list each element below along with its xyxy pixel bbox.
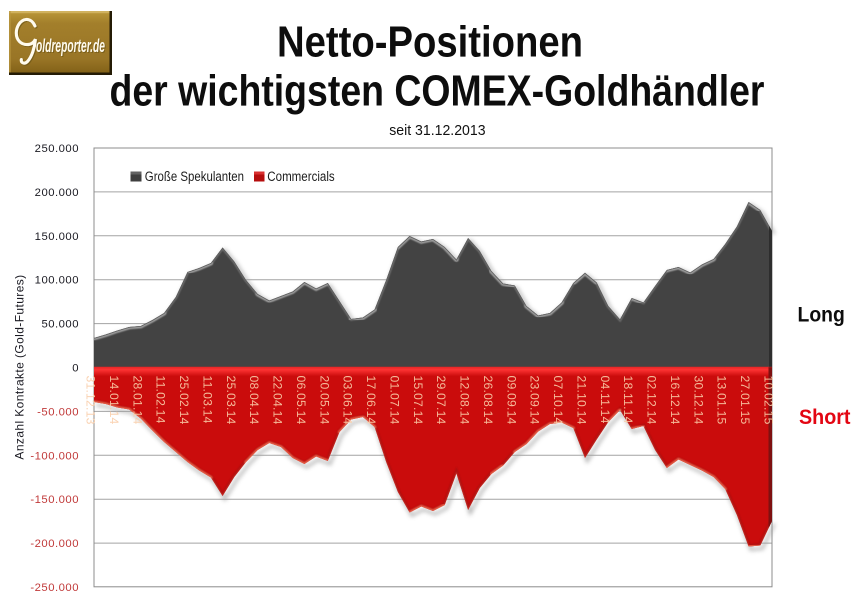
- svg-text:Short: Short: [799, 405, 851, 429]
- svg-text:200.000: 200.000: [35, 187, 79, 199]
- svg-text:100.000: 100.000: [35, 275, 79, 287]
- svg-text:Long: Long: [798, 303, 845, 327]
- svg-text:25.03.14: 25.03.14: [224, 376, 238, 425]
- svg-text:11.03.14: 11.03.14: [200, 376, 214, 424]
- svg-text:15.07.14: 15.07.14: [411, 376, 425, 425]
- svg-text:13.01.15: 13.01.15: [715, 376, 729, 425]
- svg-text:der wichtigsten COMEX-Goldhänd: der wichtigsten COMEX-Goldhändler: [110, 67, 765, 115]
- svg-text:29.07.14: 29.07.14: [434, 376, 448, 425]
- svg-text:10.02.15: 10.02.15: [762, 376, 776, 425]
- svg-text:11.02.14: 11.02.14: [154, 376, 168, 424]
- svg-text:-200.000: -200.000: [30, 538, 79, 550]
- svg-text:50.000: 50.000: [41, 319, 79, 331]
- svg-text:07.10.14: 07.10.14: [551, 376, 565, 425]
- svg-text:18.11.14: 18.11.14: [621, 376, 635, 424]
- svg-text:08.04.14: 08.04.14: [247, 376, 261, 425]
- svg-text:28.01.14: 28.01.14: [130, 376, 144, 425]
- svg-text:09.09.14: 09.09.14: [504, 376, 518, 425]
- svg-text:30.12.14: 30.12.14: [691, 376, 705, 425]
- svg-text:01.07.14: 01.07.14: [387, 376, 401, 425]
- svg-text:oldreporter.de: oldreporter.de: [36, 35, 105, 56]
- svg-text:150.000: 150.000: [35, 231, 79, 243]
- svg-text:17.06.14: 17.06.14: [364, 376, 378, 425]
- svg-text:02.12.14: 02.12.14: [645, 376, 659, 425]
- svg-text:21.10.14: 21.10.14: [575, 376, 589, 425]
- svg-text:-250.000: -250.000: [30, 582, 79, 594]
- svg-text:03.06.14: 03.06.14: [341, 376, 355, 425]
- svg-text:Commercials: Commercials: [267, 169, 335, 184]
- svg-text:12.08.14: 12.08.14: [458, 376, 472, 425]
- svg-text:22.04.14: 22.04.14: [271, 376, 285, 425]
- svg-text:27.01.15: 27.01.15: [738, 376, 752, 425]
- svg-text:seit 31.12.2013: seit 31.12.2013: [389, 122, 485, 139]
- svg-text:04.11.14: 04.11.14: [598, 376, 612, 424]
- svg-text:-50.000: -50.000: [37, 406, 79, 418]
- svg-text:26.08.14: 26.08.14: [481, 376, 495, 425]
- svg-text:14.01.14: 14.01.14: [107, 376, 121, 425]
- svg-text:0: 0: [72, 363, 79, 375]
- svg-text:Netto-Positionen: Netto-Positionen: [277, 18, 583, 66]
- svg-text:31.12.13: 31.12.13: [84, 376, 98, 425]
- svg-text:23.09.14: 23.09.14: [528, 376, 542, 425]
- svg-text:Anzahl Kontrakte (Gold-Futures: Anzahl Kontrakte (Gold-Futures): [13, 274, 27, 459]
- svg-text:Große Spekulanten: Große Spekulanten: [145, 169, 244, 184]
- svg-text:06.05.14: 06.05.14: [294, 376, 308, 425]
- svg-text:-100.000: -100.000: [30, 450, 79, 462]
- svg-text:oldreporter.de: oldreporter.de: [37, 36, 106, 57]
- svg-text:20.05.14: 20.05.14: [317, 376, 331, 425]
- svg-text:25.02.14: 25.02.14: [177, 376, 191, 425]
- svg-text:-150.000: -150.000: [30, 494, 79, 506]
- svg-text:16.12.14: 16.12.14: [668, 376, 682, 425]
- svg-text:250.000: 250.000: [35, 143, 79, 155]
